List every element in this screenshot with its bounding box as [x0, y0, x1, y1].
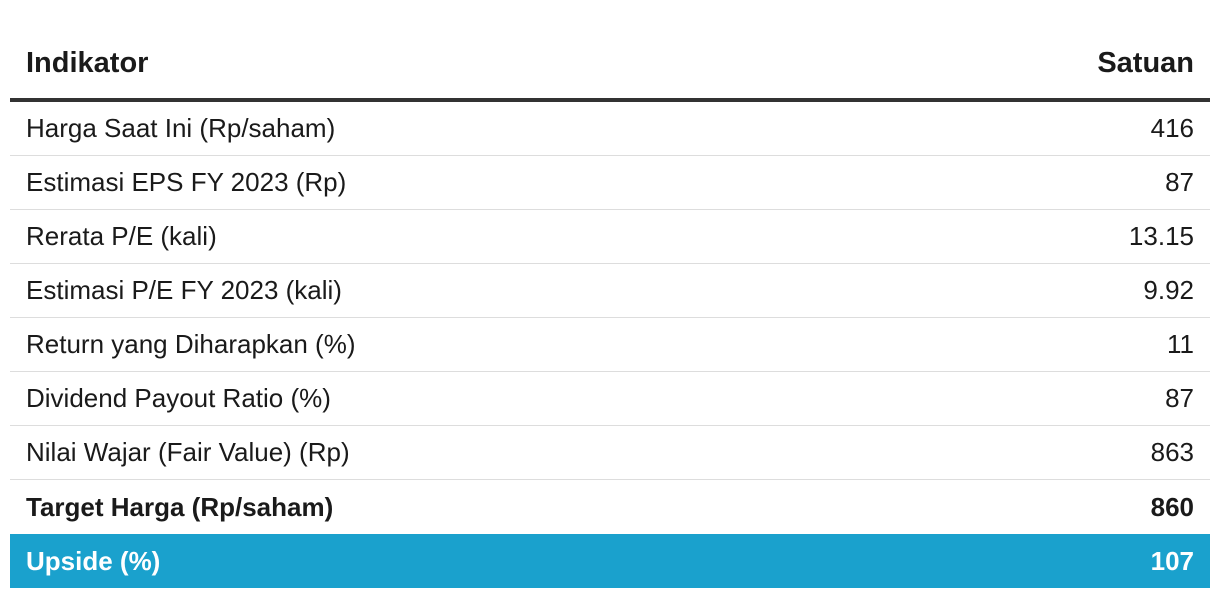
target-price-row: Target Harga (Rp/saham) 860 [10, 480, 1210, 534]
upside-row: Upside (%) 107 [10, 534, 1210, 588]
row-label: Estimasi P/E FY 2023 (kali) [26, 275, 342, 305]
row-value: 87 [1165, 167, 1194, 197]
table-row: Dividend Payout Ratio (%) 87 [10, 372, 1210, 426]
row-value: 13.15 [1128, 221, 1194, 251]
table-row: Return yang Diharapkan (%) 11 [10, 318, 1210, 372]
row-value: 863 [1150, 437, 1194, 467]
row-label: Nilai Wajar (Fair Value) (Rp) [26, 437, 350, 467]
table-row: Estimasi EPS FY 2023 (Rp) 87 [10, 156, 1210, 210]
table-row: Harga Saat Ini (Rp/saham) 416 [10, 102, 1210, 156]
row-value: 9.92 [1143, 275, 1194, 305]
valuation-table: Indikator Satuan Harga Saat Ini (Rp/saha… [10, 0, 1210, 588]
row-label: Target Harga (Rp/saham) [26, 491, 334, 522]
table-row: Estimasi P/E FY 2023 (kali) 9.92 [10, 264, 1210, 318]
row-label: Return yang Diharapkan (%) [26, 329, 356, 359]
table-header: Indikator Satuan [10, 0, 1210, 102]
row-label: Rerata P/E (kali) [26, 221, 217, 251]
row-label: Dividend Payout Ratio (%) [26, 383, 331, 413]
row-label: Upside (%) [26, 545, 161, 576]
table-row: Nilai Wajar (Fair Value) (Rp) 863 [10, 426, 1210, 480]
row-value: 107 [1150, 545, 1194, 576]
row-value: 87 [1165, 383, 1194, 413]
header-unit: Satuan [1097, 47, 1194, 79]
table-row: Rerata P/E (kali) 13.15 [10, 210, 1210, 264]
row-label: Estimasi EPS FY 2023 (Rp) [26, 167, 347, 197]
row-value: 860 [1150, 491, 1194, 522]
row-value: 11 [1167, 329, 1194, 359]
row-label: Harga Saat Ini (Rp/saham) [26, 113, 336, 143]
row-value: 416 [1150, 113, 1194, 143]
header-indicator: Indikator [26, 47, 149, 79]
